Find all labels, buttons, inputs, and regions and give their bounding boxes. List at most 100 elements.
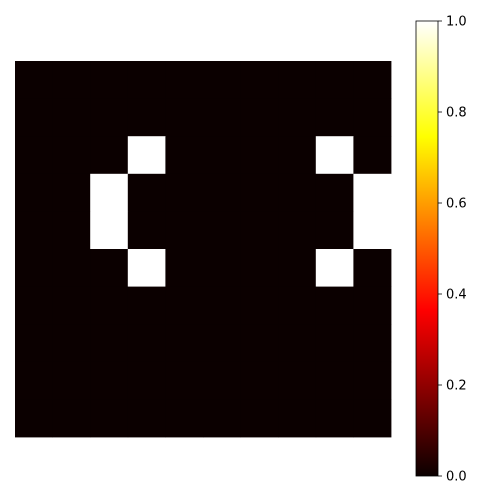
heatmap-cell xyxy=(15,286,53,325)
heatmap-cell xyxy=(165,61,204,99)
heatmap-cell xyxy=(165,324,204,363)
heatmap-cell xyxy=(353,136,392,175)
heatmap-cell xyxy=(52,211,91,250)
heatmap-cell xyxy=(353,324,392,363)
heatmap-cell xyxy=(90,361,129,400)
heatmap-cell xyxy=(315,211,354,250)
heatmap-cell xyxy=(240,399,279,438)
heatmap-cell xyxy=(15,249,53,287)
heatmap-cell xyxy=(90,98,129,137)
heatmap-cell xyxy=(90,211,129,250)
heatmap-cell xyxy=(165,249,204,287)
heatmap-cell xyxy=(127,361,166,400)
heatmap-cell xyxy=(315,98,354,137)
heatmap-cell xyxy=(353,173,392,212)
heatmap-cell xyxy=(278,98,317,137)
heatmap-cell xyxy=(278,399,317,438)
heatmap-cell xyxy=(90,249,129,287)
heatmap-cell xyxy=(240,286,279,325)
heatmap-cell xyxy=(127,173,166,212)
heatmap-cell xyxy=(315,324,354,363)
heatmap-cell xyxy=(165,98,204,137)
colorbar-tick-label: 0.0 xyxy=(446,470,467,485)
heatmap-cell xyxy=(240,61,279,99)
heatmap-cell xyxy=(15,399,53,438)
heatmap-cell xyxy=(278,211,317,250)
heatmap-cell xyxy=(240,136,279,175)
heatmap-cell xyxy=(353,361,392,400)
heatmap-cell xyxy=(315,61,354,99)
heatmap-cell xyxy=(165,286,204,325)
heatmap-cell xyxy=(127,286,166,325)
heatmap-cell xyxy=(52,61,91,99)
heatmap-cell xyxy=(240,361,279,400)
heatmap-cell xyxy=(203,173,241,212)
heatmap-cell xyxy=(353,249,392,287)
heatmap-cell xyxy=(353,98,392,137)
heatmap-cell xyxy=(165,399,204,438)
heatmap-cell xyxy=(15,98,53,137)
heatmap-cell xyxy=(15,173,53,212)
heatmap-cell xyxy=(52,173,91,212)
heatmap-cell xyxy=(278,173,317,212)
colorbar xyxy=(415,20,439,477)
colorbar-ticks: 0.0 0.2 0.4 0.6 0.8 1.0 xyxy=(438,15,467,485)
heatmap-cell xyxy=(315,136,354,175)
heatmap-cell xyxy=(315,399,354,438)
heatmap-cell xyxy=(127,324,166,363)
heatmap-cell xyxy=(15,324,53,363)
heatmap-cell xyxy=(203,399,241,438)
heatmap-cell xyxy=(90,324,129,363)
heatmap-cell xyxy=(353,286,392,325)
heatmap-cell xyxy=(165,211,204,250)
heatmap-cell xyxy=(90,286,129,325)
heatmap-cell xyxy=(203,324,241,363)
heatmap-cell xyxy=(353,399,392,438)
heatmap-cell xyxy=(15,211,53,250)
heatmap-cell xyxy=(52,361,91,400)
heatmap-cell xyxy=(203,98,241,137)
heatmap-cell xyxy=(240,324,279,363)
heatmap-cell xyxy=(165,361,204,400)
heatmap-cell xyxy=(90,173,129,212)
heatmap-cell xyxy=(90,61,129,99)
heatmap-cell xyxy=(203,136,241,175)
heatmap-cell xyxy=(127,61,166,99)
heatmap-cell xyxy=(240,249,279,287)
colorbar-tick-label: 0.4 xyxy=(446,288,467,303)
heatmap-cell xyxy=(52,286,91,325)
colorbar-tick-label: 0.2 xyxy=(446,379,467,394)
heatmap-cell xyxy=(203,249,241,287)
heatmap-cell xyxy=(52,249,91,287)
heatmap-cell xyxy=(52,324,91,363)
heatmap-cell xyxy=(127,211,166,250)
heatmap-cell xyxy=(52,136,91,175)
heatmap-cell xyxy=(278,361,317,400)
heatmap-cell xyxy=(165,136,204,175)
colorbar-tick-label: 0.6 xyxy=(446,197,467,212)
heatmap-cells xyxy=(15,61,392,438)
colorbar-tick-label: 1.0 xyxy=(446,15,467,30)
heatmap-cell xyxy=(203,61,241,99)
heatmap-cell xyxy=(90,399,129,438)
heatmap-cell xyxy=(315,249,354,287)
heatmap-cell xyxy=(15,136,53,175)
heatmap-cell xyxy=(315,286,354,325)
heatmap-cell xyxy=(127,98,166,137)
heatmap-cell xyxy=(90,136,129,175)
heatmap-cell xyxy=(203,211,241,250)
heatmap-cell xyxy=(52,98,91,137)
heatmap-cell xyxy=(353,211,392,250)
heatmap-cell xyxy=(15,61,53,99)
heatmap-cell xyxy=(353,61,392,99)
heatmap-cell xyxy=(52,399,91,438)
heatmap-cell xyxy=(203,361,241,400)
heatmap-cell xyxy=(165,173,204,212)
heatmap-cell xyxy=(278,324,317,363)
heatmap-cell xyxy=(278,249,317,287)
heatmap-cell xyxy=(240,211,279,250)
heatmap-cell xyxy=(240,173,279,212)
heatmap-cell xyxy=(278,286,317,325)
